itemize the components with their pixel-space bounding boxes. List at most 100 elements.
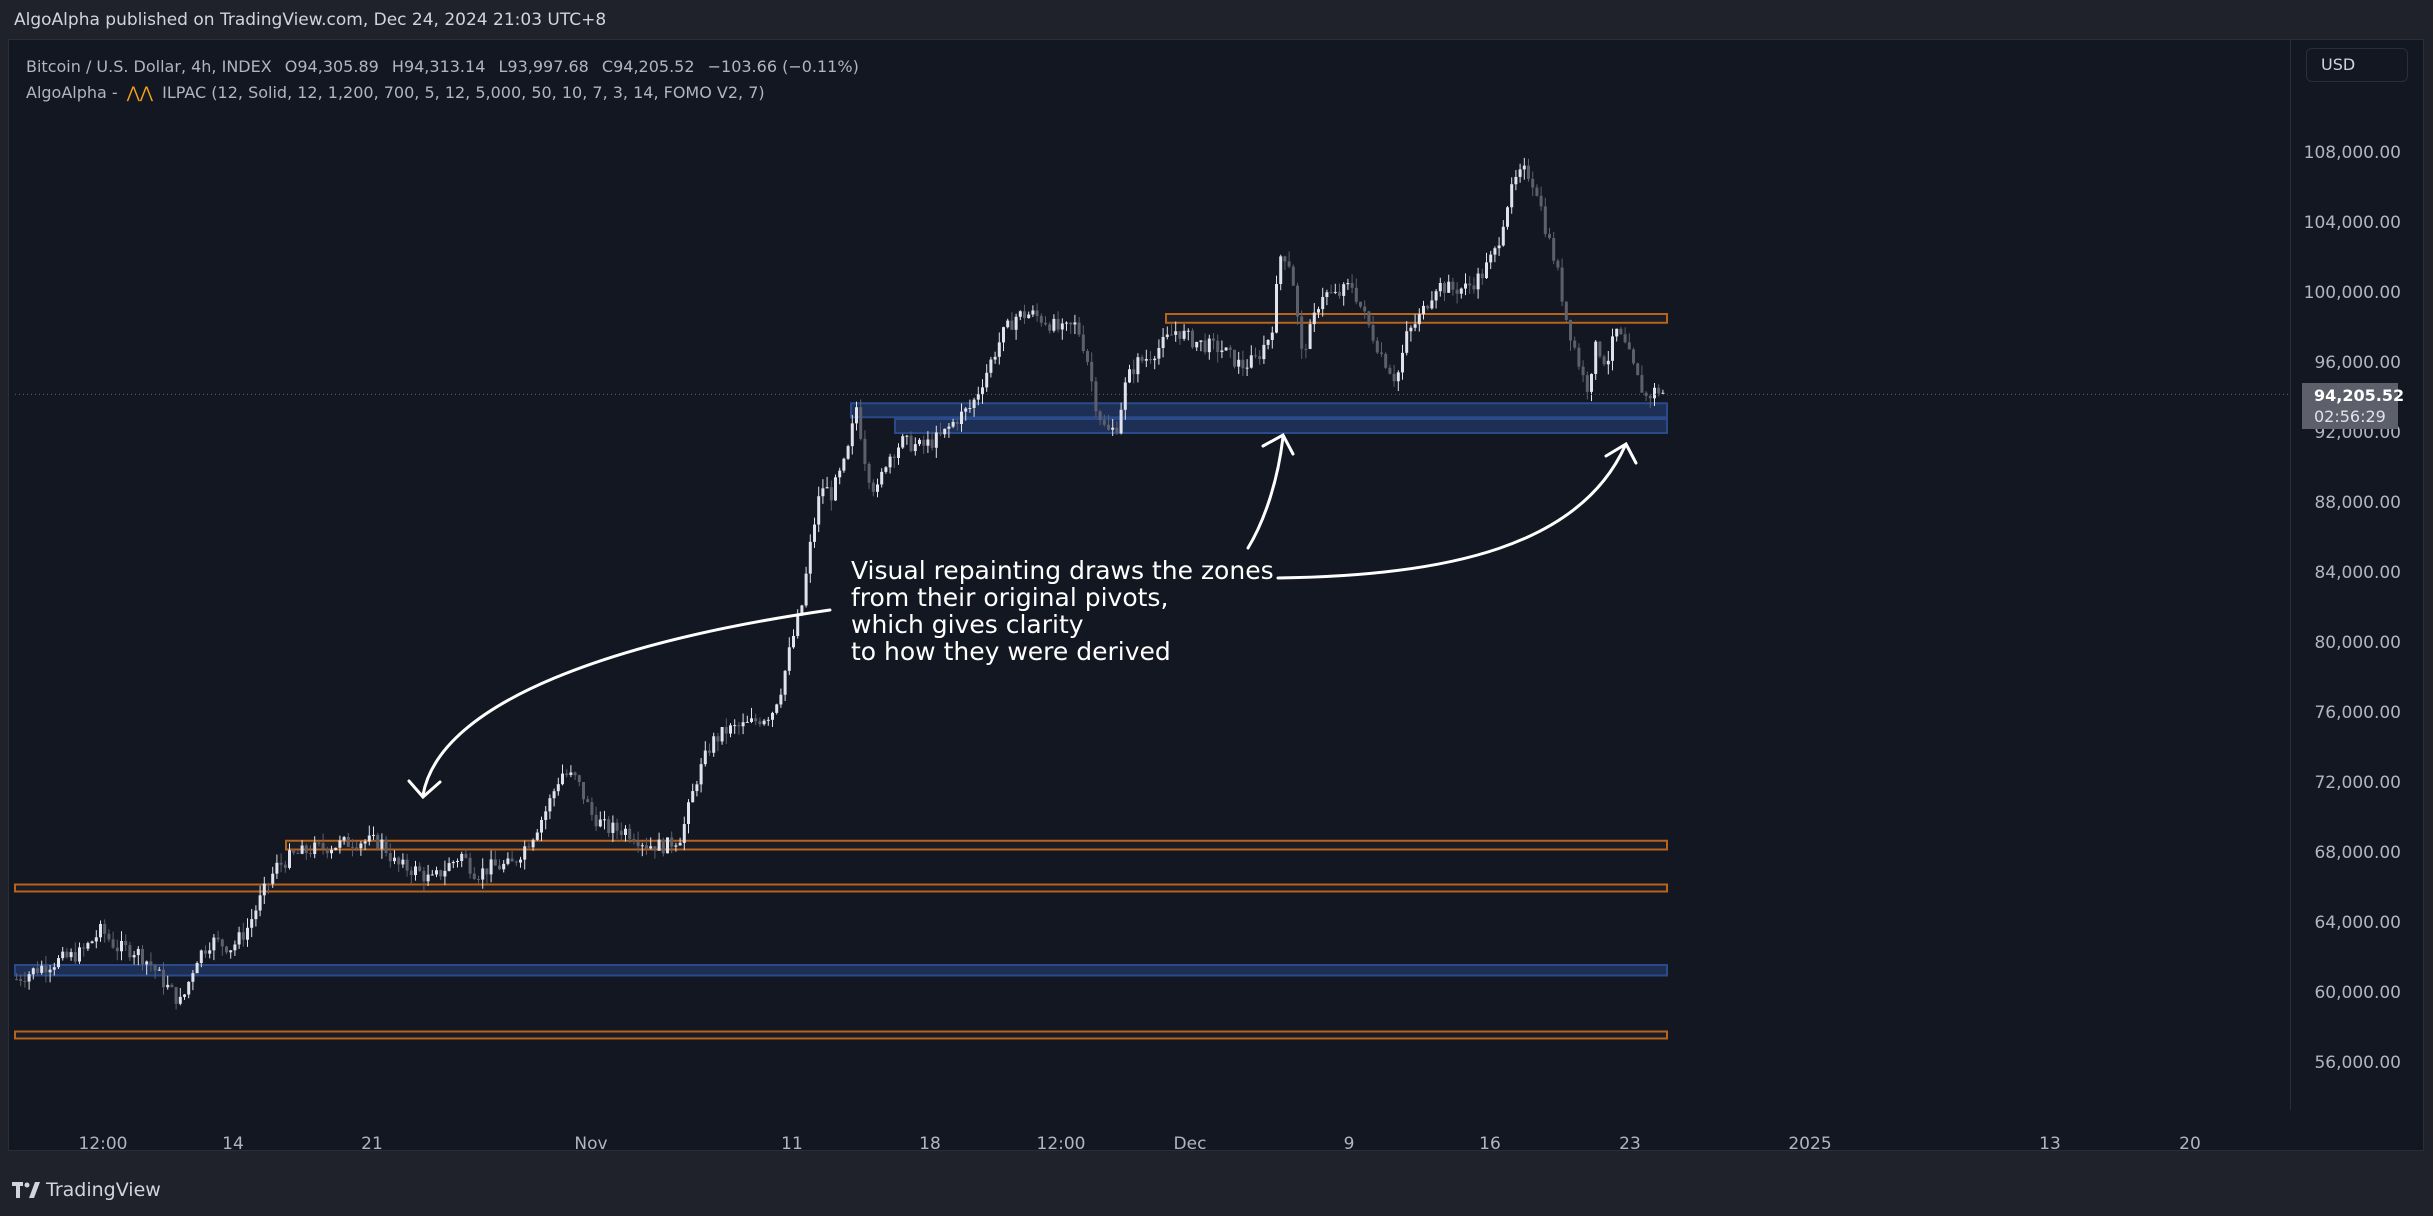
- bear-candle: [296, 852, 300, 854]
- bear-candle: [1149, 359, 1152, 361]
- bear-candle: [577, 775, 581, 782]
- price-tick: 60,000.00: [2314, 983, 2401, 1003]
- bull-candle: [934, 432, 938, 448]
- bear-candle: [283, 864, 287, 868]
- bear-candle: [220, 939, 224, 947]
- bull-candle: [1489, 254, 1493, 263]
- bull-candle: [460, 853, 464, 862]
- bear-candle: [1371, 324, 1375, 341]
- bear-candle: [955, 421, 959, 425]
- bull-candle: [380, 839, 384, 849]
- bull-candle: [552, 791, 556, 799]
- time-tick: 14: [222, 1134, 244, 1154]
- bear-candle: [1241, 359, 1245, 369]
- bull-candle: [682, 824, 686, 843]
- bear-candle: [754, 718, 758, 722]
- bull-candle: [624, 828, 627, 835]
- bear-candle: [1329, 292, 1333, 294]
- bull-candle: [997, 342, 1001, 357]
- bull-candle: [61, 951, 65, 959]
- bear-candle: [829, 487, 833, 501]
- time-axis[interactable]: 12:00 14 21 Nov 11 18 12:00 Dec 9 16 23 2025 13 20: [9, 1112, 2289, 1154]
- bull-candle: [964, 408, 968, 412]
- bull-candle: [1321, 297, 1325, 310]
- bull-candle: [813, 524, 816, 542]
- bull-candle: [1060, 323, 1064, 330]
- bear-candle: [292, 850, 296, 853]
- time-tick: 13: [2039, 1134, 2061, 1154]
- bull-candle: [359, 843, 363, 849]
- bear-candle: [1178, 331, 1182, 339]
- indicator-row[interactable]: AlgoAlpha - ⋀⋀ ILPAC (12, Solid, 12, 1,2…: [26, 80, 859, 106]
- bull-candle: [237, 932, 241, 945]
- bull-candle: [779, 694, 783, 705]
- bull-candle: [1119, 409, 1123, 434]
- bear-candle: [1228, 347, 1232, 350]
- time-tick: 20: [2179, 1134, 2201, 1154]
- bull-candle: [1123, 382, 1127, 410]
- bear-candle: [1598, 341, 1602, 357]
- bar-countdown: 02:56:29: [2314, 407, 2386, 426]
- bear-candle: [594, 814, 598, 827]
- bear-candle: [1443, 283, 1446, 293]
- bear-candle: [162, 969, 165, 988]
- bull-candle: [1606, 360, 1610, 365]
- bear-candle: [645, 845, 648, 849]
- bull-candle: [1611, 336, 1614, 361]
- currency-selector-button[interactable]: USD: [2306, 48, 2408, 82]
- time-tick: 11: [781, 1134, 803, 1154]
- bear-candle: [527, 846, 531, 848]
- bear-candle: [1203, 340, 1207, 353]
- bull-candle: [855, 407, 858, 424]
- bull-candle: [972, 399, 976, 408]
- bull-candle: [519, 859, 522, 863]
- price-tick: 108,000.00: [2303, 143, 2401, 163]
- symbol-ohlc-row[interactable]: Bitcoin / U.S. Dollar, 4h, INDEX O94,305…: [26, 54, 859, 80]
- resistance-zone-98k: [1165, 313, 1668, 324]
- bear-candle: [586, 799, 590, 803]
- bear-candle: [1191, 330, 1194, 348]
- bull-candle: [699, 764, 703, 785]
- bear-candle: [1632, 349, 1635, 364]
- bear-candle: [485, 868, 489, 875]
- bear-candle: [128, 945, 132, 958]
- bull-candle: [1409, 327, 1413, 332]
- bear-candle: [565, 773, 569, 775]
- bull-candle: [531, 839, 535, 848]
- bull-candle: [90, 941, 94, 944]
- chart-legend: Bitcoin / U.S. Dollar, 4h, INDEX O94,305…: [26, 54, 859, 106]
- price-axis[interactable]: 108,000.00 104,000.00 100,000.00 96,000.00 9…: [2290, 40, 2421, 1110]
- bear-candle: [1350, 283, 1354, 288]
- bull-candle: [1510, 184, 1514, 208]
- price-tick: 80,000.00: [2314, 633, 2401, 653]
- bear-candle: [1132, 369, 1136, 375]
- bull-candle: [1661, 392, 1665, 394]
- bull-candle: [1615, 328, 1619, 337]
- tradingview-logo: TradingView: [12, 1179, 161, 1201]
- bull-candle: [766, 719, 770, 721]
- bull-candle: [1237, 359, 1241, 367]
- bear-candle: [1657, 387, 1661, 394]
- bull-candle: [884, 467, 888, 472]
- bull-candle: [901, 436, 905, 448]
- bull-candle: [1165, 334, 1169, 337]
- bear-candle: [922, 439, 926, 446]
- time-tick: Nov: [574, 1134, 608, 1154]
- last-price-label: 94,205.52 02:56:29: [2302, 383, 2404, 429]
- bear-candle: [1094, 381, 1098, 412]
- bull-candle: [804, 573, 808, 606]
- bear-candle: [1623, 334, 1627, 343]
- bear-candle: [439, 870, 443, 877]
- bull-candle: [1422, 305, 1425, 315]
- high-value: H94,313.14: [391, 57, 486, 76]
- bull-candle: [1279, 256, 1283, 284]
- bear-candle: [892, 456, 896, 458]
- bull-candle: [687, 802, 690, 825]
- bear-candle: [1648, 395, 1652, 399]
- bull-candle: [1249, 355, 1253, 368]
- bull-candle: [1224, 347, 1228, 351]
- price-tick: 64,000.00: [2314, 913, 2401, 933]
- bull-candle: [951, 421, 955, 427]
- bull-candle: [178, 996, 182, 1004]
